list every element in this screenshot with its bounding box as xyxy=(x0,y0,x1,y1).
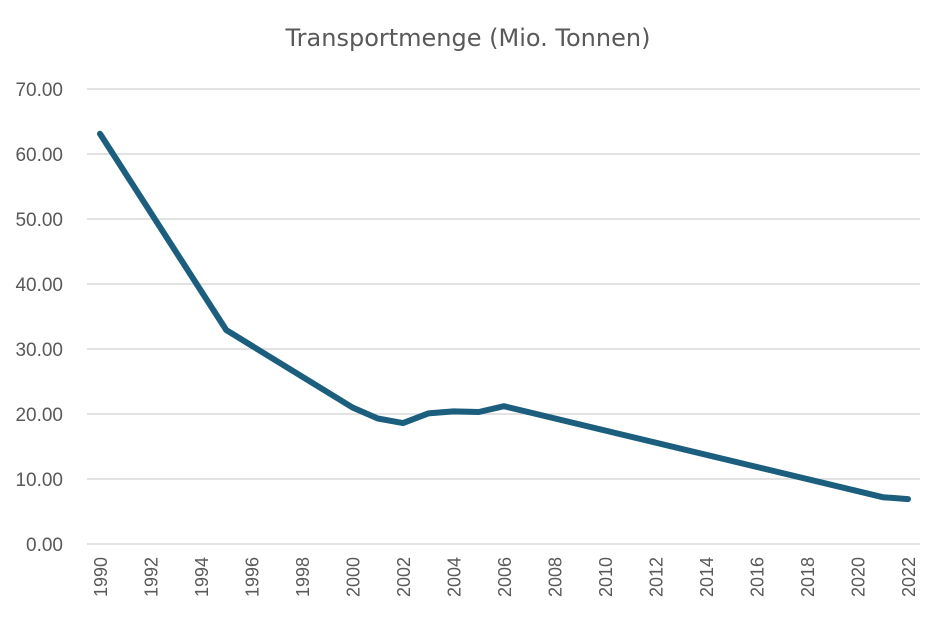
y-tick-label: 40.00 xyxy=(15,275,63,296)
y-tick-label: 50.00 xyxy=(15,210,63,231)
x-tick-label: 2008 xyxy=(546,557,566,597)
y-axis-ticks: 0.00 10.00 20.00 30.00 40.00 50.00 60.00 70.00 xyxy=(15,80,63,556)
x-tick-label: 2002 xyxy=(394,557,414,597)
x-tick-label: 2018 xyxy=(798,557,818,597)
y-tick-label: 0.00 xyxy=(26,535,63,556)
x-axis-ticks: 1990 1992 1994 1996 1998 2000 2002 2004 2006 2008… xyxy=(91,557,919,597)
x-tick-label: 2004 xyxy=(445,557,465,597)
x-tick-label: 2010 xyxy=(596,557,616,597)
x-tick-label: 1992 xyxy=(142,557,162,597)
x-tick-label: 2014 xyxy=(697,557,717,597)
x-tick-label: 1990 xyxy=(91,557,111,597)
chart-title: Transportmenge (Mio. Tonnen) xyxy=(285,24,651,52)
x-tick-label: 1994 xyxy=(192,557,212,597)
series-line xyxy=(97,130,911,503)
series-layer xyxy=(97,130,911,503)
x-tick-label: 2022 xyxy=(899,557,919,597)
x-tick-label: 2006 xyxy=(495,557,515,597)
x-tick-label: 1998 xyxy=(293,557,313,597)
x-tick-label: 2020 xyxy=(849,557,869,597)
y-tick-label: 10.00 xyxy=(15,470,63,491)
x-tick-label: 2012 xyxy=(647,557,667,597)
gridlines xyxy=(87,88,920,545)
y-tick-label: 70.00 xyxy=(15,80,63,101)
x-tick-label: 2000 xyxy=(344,557,364,597)
x-tick-label: 2016 xyxy=(748,557,768,597)
y-tick-label: 60.00 xyxy=(15,145,63,166)
x-tick-label: 1996 xyxy=(243,557,263,597)
y-tick-label: 20.00 xyxy=(15,405,63,426)
y-tick-label: 30.00 xyxy=(15,340,63,361)
